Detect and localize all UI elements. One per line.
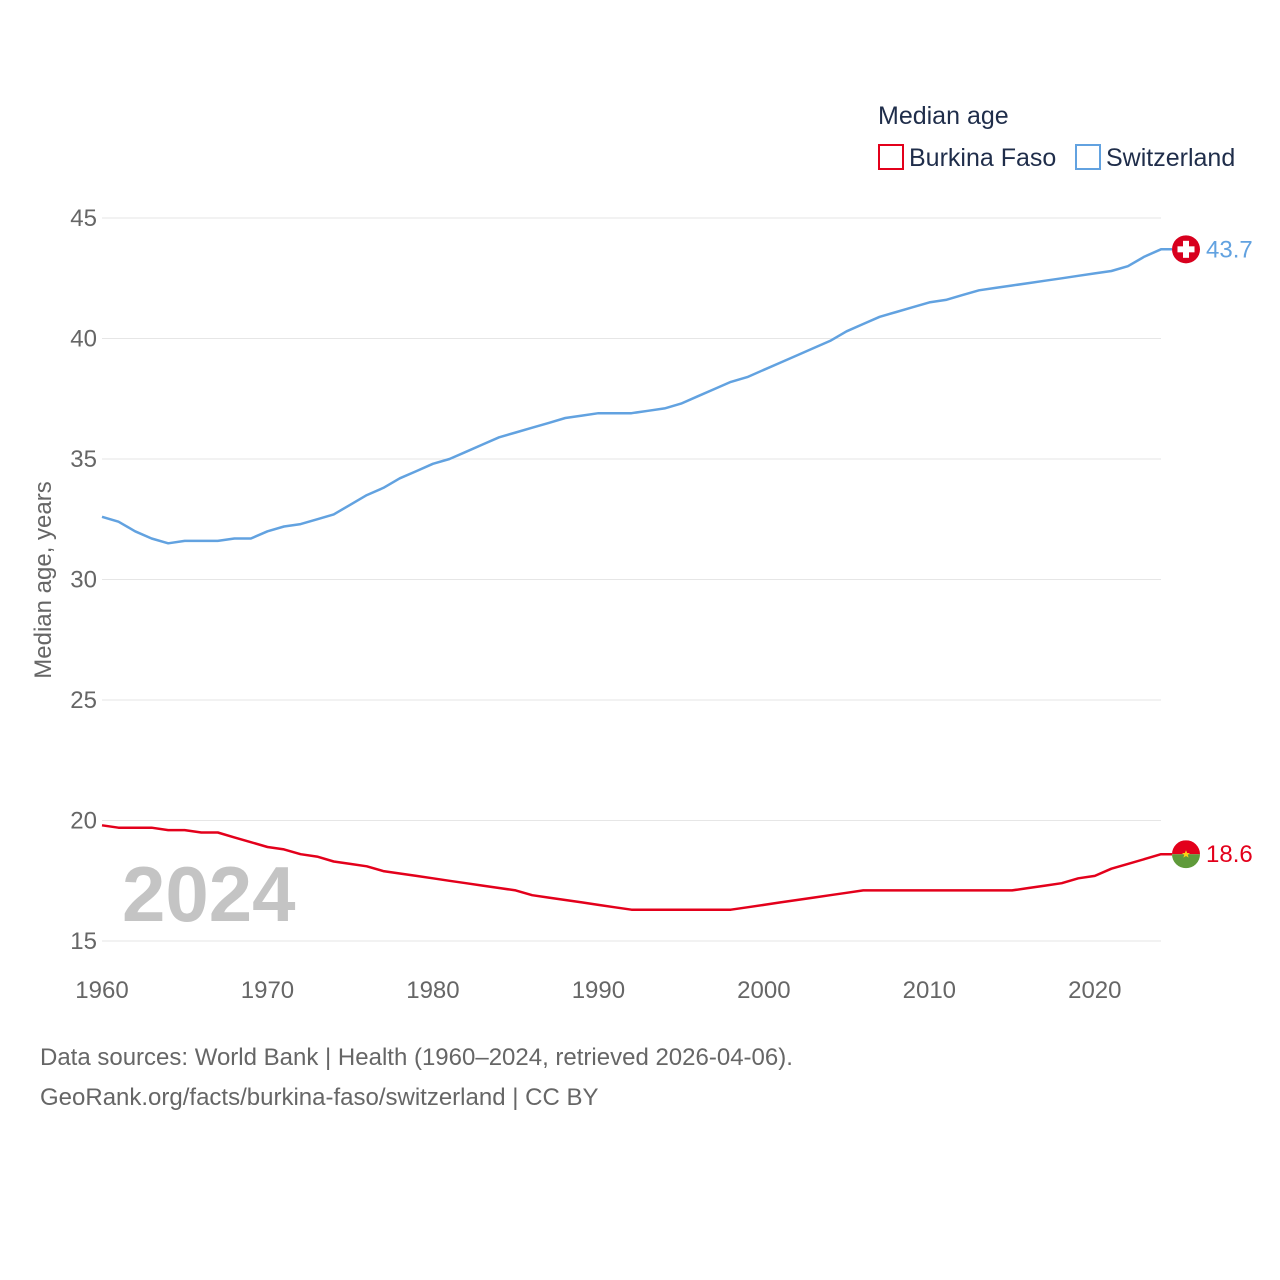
legend[interactable]: Median age Burkina Faso Switzerland bbox=[878, 102, 1235, 172]
footer-attribution-link[interactable]: GeoRank.org/facts/burkina-faso/switzerla… bbox=[40, 1084, 599, 1111]
x-tick-label: 2020 bbox=[1068, 977, 1121, 1004]
switzerland-flag-icon bbox=[1172, 235, 1200, 264]
legend-item-burkina-faso[interactable]: Burkina Faso bbox=[878, 144, 1056, 172]
series-line-switzerland[interactable] bbox=[101, 248, 1172, 545]
end-label-switzerland: 43.7 bbox=[1206, 236, 1253, 263]
x-tick-label: 1960 bbox=[75, 977, 128, 1004]
x-axis-ticks: 1960 1970 1980 1990 2000 2010 2020 bbox=[75, 977, 1121, 1004]
y-axis-label: Median age, years bbox=[30, 481, 57, 678]
x-tick-label: 1990 bbox=[572, 977, 625, 1004]
year-watermark: 2024 bbox=[122, 850, 296, 938]
x-tick-label: 2010 bbox=[903, 977, 956, 1004]
y-tick-label: 15 bbox=[70, 928, 97, 955]
x-tick-label: 1980 bbox=[406, 977, 459, 1004]
legend-label-burkina-faso: Burkina Faso bbox=[909, 144, 1056, 172]
y-axis-ticks: 15 20 25 30 35 40 45 bbox=[70, 205, 97, 955]
footer-sources: Data sources: World Bank | Health (1960–… bbox=[40, 1044, 793, 1071]
y-tick-label: 20 bbox=[70, 808, 97, 835]
legend-label-switzerland: Switzerland bbox=[1106, 144, 1235, 172]
burkina-faso-flag-icon bbox=[1172, 840, 1200, 869]
y-tick-label: 45 bbox=[70, 205, 97, 232]
legend-swatch-switzerland bbox=[1075, 144, 1101, 170]
y-tick-label: 25 bbox=[70, 687, 97, 714]
legend-item-switzerland[interactable]: Switzerland bbox=[1075, 144, 1235, 172]
y-tick-label: 35 bbox=[70, 446, 97, 473]
legend-title: Median age bbox=[878, 102, 1009, 130]
x-tick-label: 1970 bbox=[241, 977, 294, 1004]
y-tick-label: 40 bbox=[70, 326, 97, 353]
series-lines bbox=[101, 248, 1172, 911]
legend-swatch-burkina-faso bbox=[878, 144, 904, 170]
end-label-burkina-faso: 18.6 bbox=[1206, 841, 1253, 868]
x-tick-label: 2000 bbox=[737, 977, 790, 1004]
series-line-burkina-faso[interactable] bbox=[101, 824, 1172, 911]
y-tick-label: 30 bbox=[70, 567, 97, 594]
grid-lines bbox=[102, 217, 1161, 942]
